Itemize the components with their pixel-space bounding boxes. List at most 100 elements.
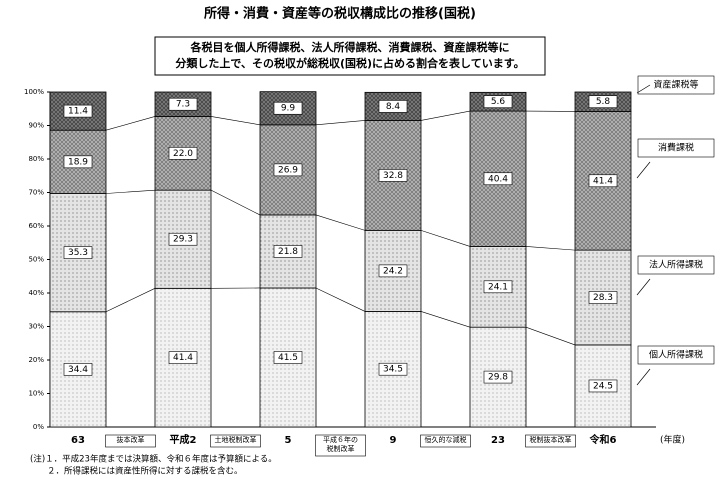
value-label: 7.3 <box>176 100 190 110</box>
description: 分類した上で、その税収が総税収(国税)に占める割合を表しています。 <box>175 56 524 70</box>
value-label-box <box>483 172 513 186</box>
legend-label: 法人所得課税 <box>649 259 703 271</box>
value-label-box <box>63 104 93 118</box>
legend-label: 個人所得課税 <box>649 349 703 361</box>
value-label: 8.4 <box>386 102 401 112</box>
value-label-box <box>63 363 93 376</box>
connector-line <box>315 120 366 126</box>
value-label: 34.5 <box>383 365 403 375</box>
connector-line <box>525 246 576 251</box>
annotation: 税制改革 <box>327 444 355 453</box>
x-tick-label: 5 <box>285 435 292 446</box>
legend-pointer <box>636 278 651 296</box>
legend-box <box>637 75 715 95</box>
x-tick-label: 平成2 <box>170 433 197 446</box>
value-label: 24.2 <box>383 266 403 276</box>
connector-line <box>105 116 156 131</box>
legend-label: 資産課税等 <box>653 79 698 91</box>
x-tick-label: 23 <box>491 435 505 446</box>
value-label: 24.1 <box>488 282 508 292</box>
legend-box <box>637 138 715 158</box>
x-unit: (年度) <box>660 434 685 446</box>
value-label-box <box>273 351 303 364</box>
value-label: 32.8 <box>383 171 403 181</box>
value-label-box <box>588 379 618 393</box>
y-tick-label: 100% <box>24 88 44 96</box>
annotation: 平成６年の <box>323 435 358 444</box>
connector-line <box>315 287 366 312</box>
value-label: 41.5 <box>278 353 298 363</box>
value-label-box <box>273 245 303 258</box>
legend-box <box>637 345 715 365</box>
value-label-box <box>168 147 198 160</box>
value-label-box <box>168 97 198 111</box>
y-tick-label: 40% <box>28 289 44 297</box>
value-label-box <box>483 95 513 109</box>
annotation-box <box>525 434 576 448</box>
note: ２．所得課税には資産性所得に対する課税を含む。 <box>30 466 243 477</box>
legend-pointer <box>636 161 651 179</box>
annotation-box <box>315 434 366 457</box>
connector-line <box>420 110 471 121</box>
value-label: 11.4 <box>68 107 88 117</box>
value-label-box <box>168 351 198 364</box>
value-label: 18.9 <box>68 157 88 167</box>
y-tick-label: 60% <box>28 222 44 230</box>
connector-line <box>105 288 156 313</box>
annotation-box <box>105 434 156 448</box>
connector-line <box>420 311 471 328</box>
value-label-box <box>588 174 618 188</box>
value-label: 29.8 <box>488 373 508 383</box>
value-label: 21.8 <box>278 247 298 257</box>
connector-line <box>525 326 576 346</box>
value-label-box <box>378 169 408 182</box>
value-label-box <box>273 163 303 177</box>
y-tick-label: 0% <box>33 423 44 431</box>
value-label: 35.3 <box>68 248 88 258</box>
value-label-box <box>483 280 513 294</box>
value-label: 29.3 <box>173 235 193 245</box>
annotation: 土地税制改革 <box>215 435 257 444</box>
value-label-box <box>273 101 303 115</box>
y-tick-label: 70% <box>28 189 44 197</box>
value-label-box <box>168 232 198 246</box>
annotation: 税制抜本改革 <box>530 435 572 444</box>
value-label-box <box>378 100 408 113</box>
connector-line <box>210 189 261 216</box>
annotation-box <box>420 434 471 448</box>
connector-line <box>105 189 156 194</box>
connector-line <box>420 230 471 247</box>
connector-line <box>315 214 366 231</box>
annotation-box <box>210 434 261 448</box>
x-tick-label: 令和6 <box>589 433 617 446</box>
value-label-box <box>63 246 93 259</box>
y-tick-label: 80% <box>28 155 44 163</box>
legend-label: 消費課税 <box>658 142 694 154</box>
value-label: 26.9 <box>278 165 298 175</box>
value-label: 9.9 <box>281 104 296 114</box>
legend-pointer <box>636 84 651 94</box>
value-label-box <box>588 95 618 109</box>
annotation: 抜本改革 <box>117 435 145 444</box>
y-tick-label: 30% <box>28 323 44 331</box>
x-tick-label: 63 <box>71 435 85 446</box>
value-label: 41.4 <box>173 353 193 363</box>
value-label: 28.3 <box>593 293 613 303</box>
value-label-box <box>63 155 93 169</box>
description: 各税目を個人所得課税、法人所得課税、消費課税、資産課税等に <box>190 40 510 54</box>
value-label: 41.4 <box>593 176 613 186</box>
value-label: 24.5 <box>593 381 613 391</box>
value-label: 5.6 <box>491 97 506 107</box>
note: (注)１．平成23年度までは決算額、令和６年度は予算額による。 <box>30 454 277 465</box>
annotation: 恒久的な減税 <box>425 435 467 444</box>
y-tick-label: 20% <box>28 356 44 364</box>
value-label: 40.4 <box>488 174 508 184</box>
value-label-box <box>588 291 618 304</box>
value-label: 5.8 <box>596 97 611 107</box>
y-tick-label: 90% <box>28 122 44 130</box>
y-tick-label: 50% <box>28 256 44 264</box>
legend-pointer <box>636 368 651 386</box>
value-label: 22.0 <box>173 149 193 159</box>
y-tick-label: 10% <box>28 390 44 398</box>
